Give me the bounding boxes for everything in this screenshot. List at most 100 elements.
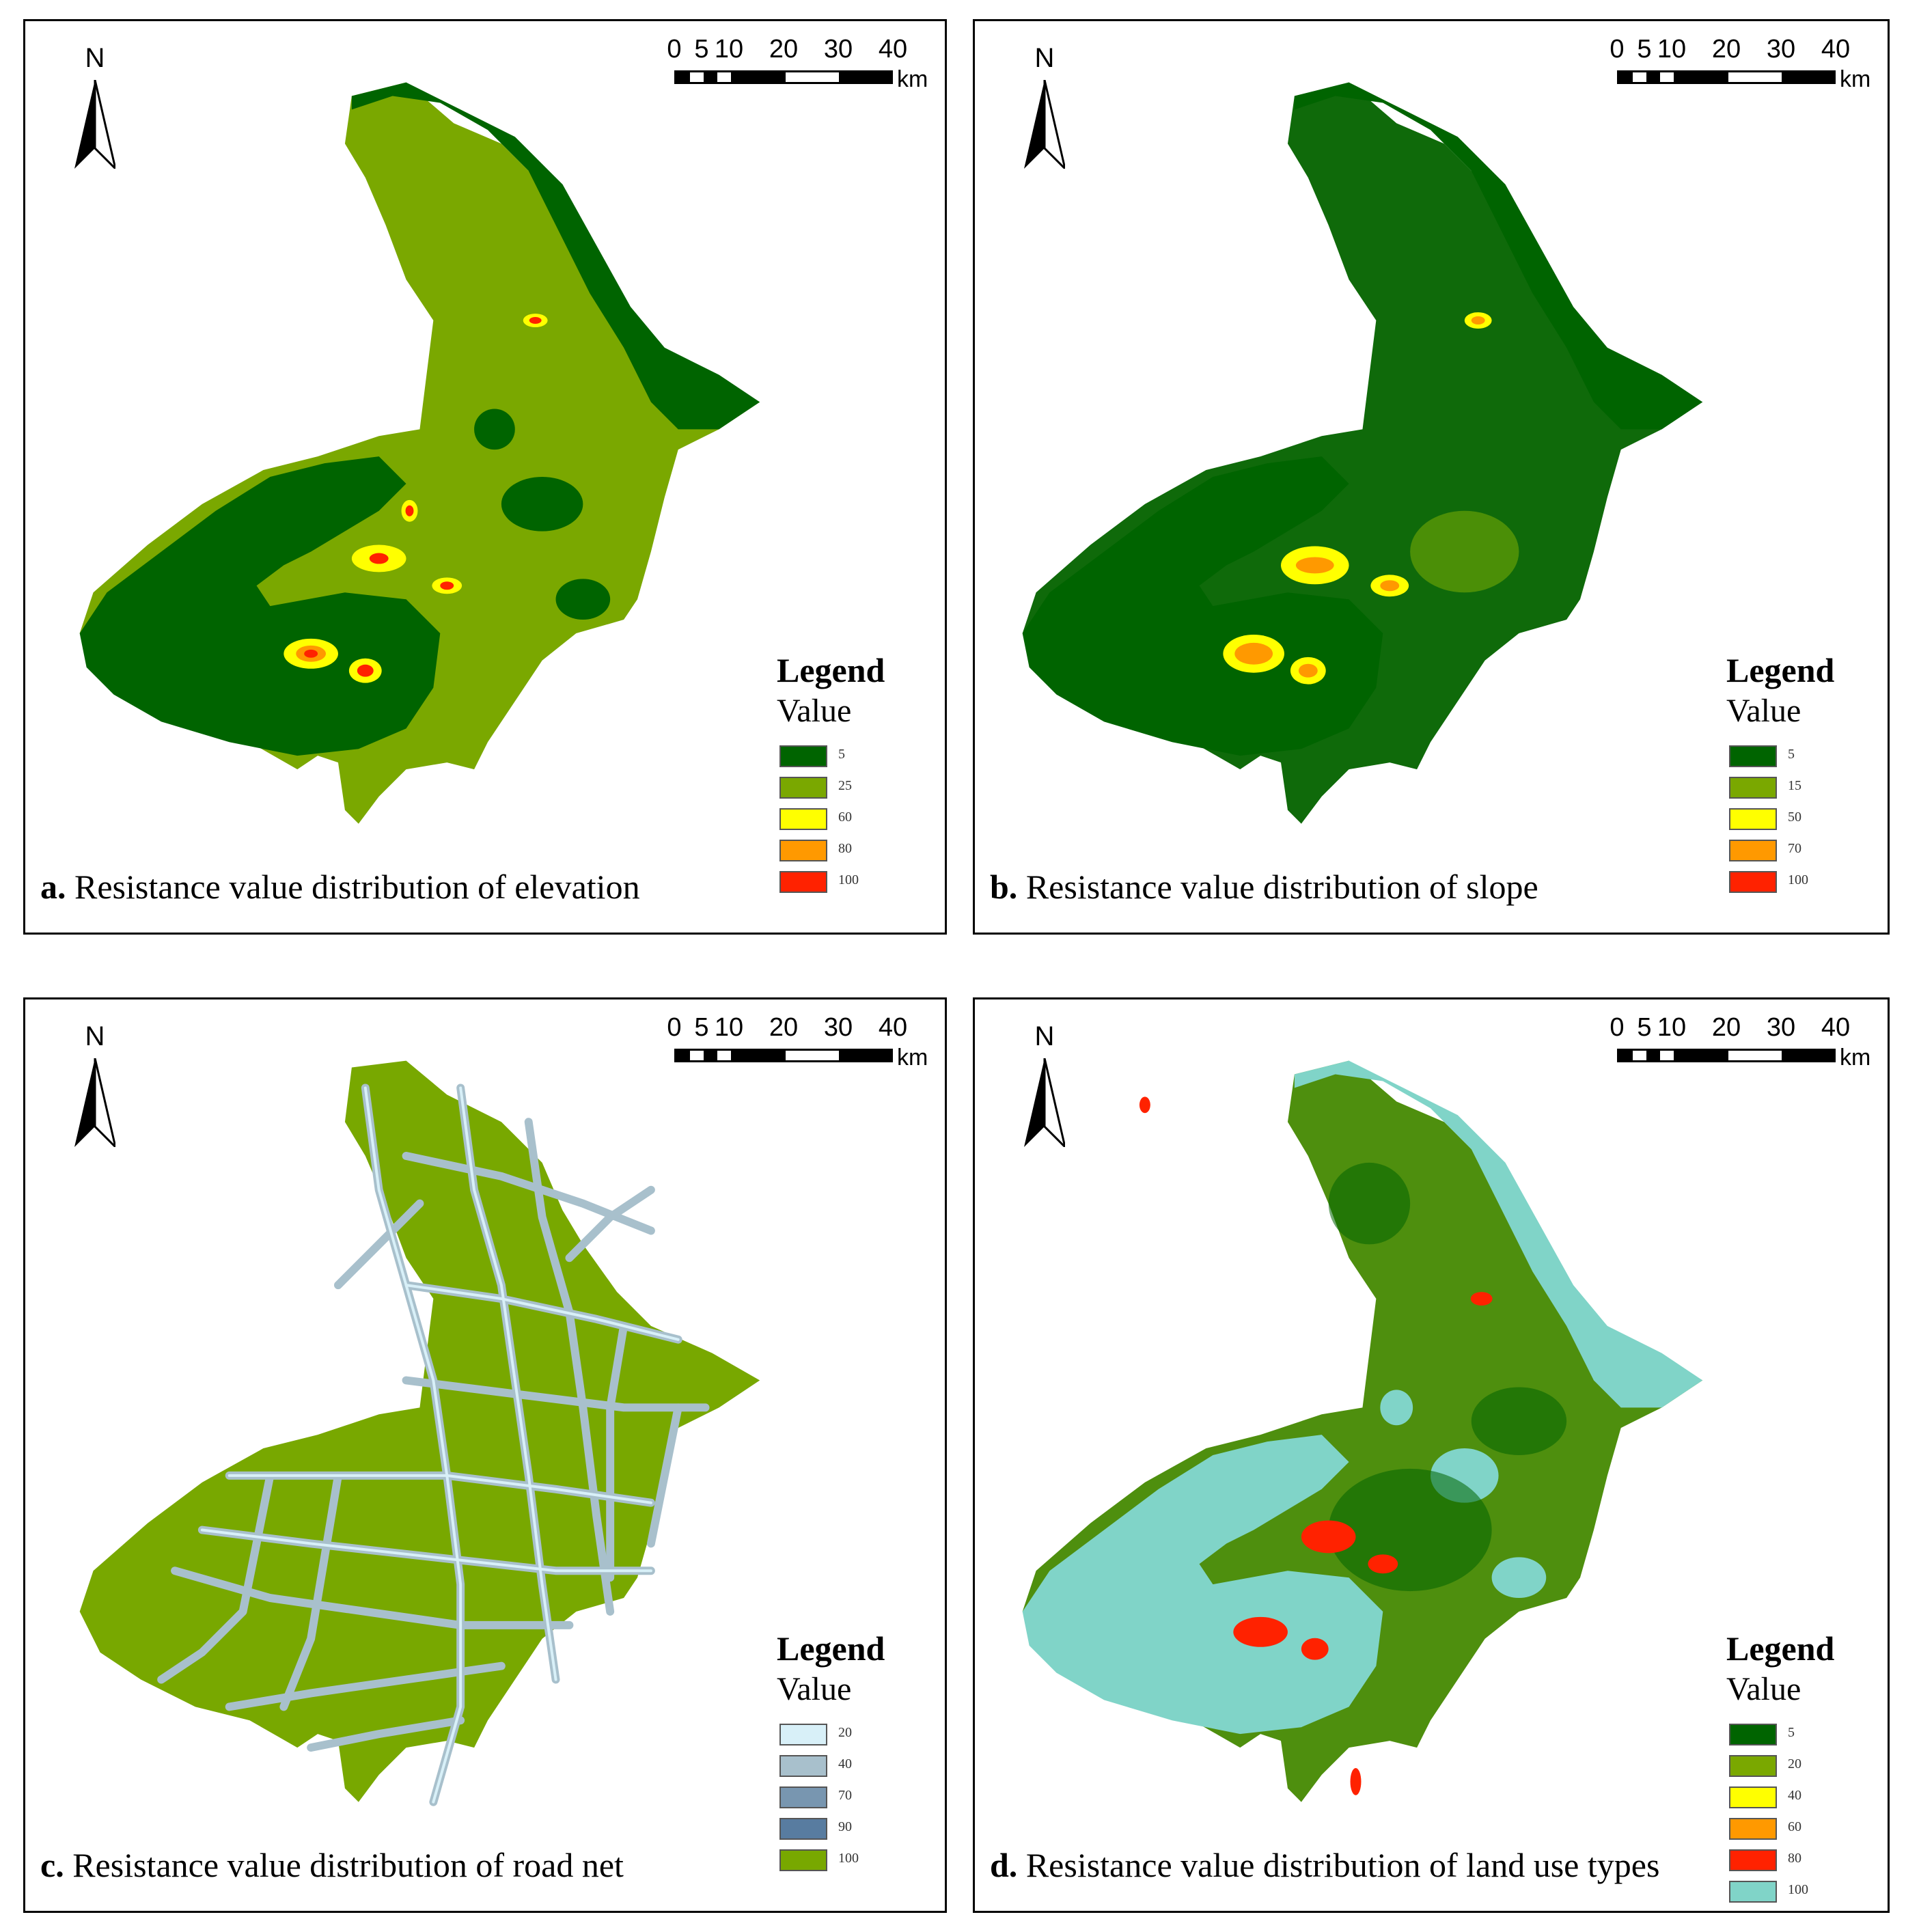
scale-bar: 0 5 10 20 30 40 km — [1603, 1013, 1883, 1088]
water-region — [1294, 1060, 1703, 1408]
legend-item: 15 — [1726, 773, 1883, 804]
north-label: N — [1034, 1021, 1055, 1051]
legend-label: 25 — [838, 778, 852, 793]
legend-swatch — [1729, 1881, 1777, 1903]
water-region — [1022, 1435, 1383, 1735]
legend-item: 70 — [777, 1782, 934, 1814]
scale-unit: km — [1840, 1045, 1871, 1071]
legend-item: 40 — [1726, 1782, 1883, 1814]
scale-bar: 0 5 10 20 30 40 km — [661, 35, 941, 110]
land-region — [79, 1060, 760, 1802]
legend-title: Legend — [777, 1629, 885, 1668]
scale-tick: 0 — [667, 35, 682, 64]
scale-tick: 0 — [1610, 1013, 1625, 1042]
caption-text: Resistance value distribution of road ne… — [72, 1846, 624, 1884]
legend-label: 90 — [838, 1819, 852, 1834]
water-region — [351, 82, 760, 430]
legend-label: 40 — [838, 1756, 852, 1771]
legend-label: 60 — [1788, 1819, 1801, 1834]
legend-swatch — [1729, 1724, 1777, 1745]
scale-tick: 20 — [769, 1013, 799, 1042]
legend-label: 5 — [1788, 1725, 1795, 1740]
legend-subtitle: Value — [1726, 693, 1801, 729]
water-region — [1294, 82, 1703, 430]
legend-label: 100 — [838, 1851, 859, 1866]
legend-label: 100 — [1788, 872, 1808, 887]
legend-label: 20 — [1788, 1756, 1801, 1771]
legend-items: 5 25 60 80 100 — [777, 741, 934, 898]
legend-swatch — [779, 1786, 827, 1808]
map-panel-elevation: N 0 5 10 20 30 40 km Legend Value — [23, 19, 947, 935]
legend-item: 80 — [777, 836, 934, 867]
water-region — [1380, 1390, 1413, 1426]
scale-tick: 40 — [878, 1013, 908, 1042]
scale-tick: 20 — [769, 35, 799, 64]
legend-item: 60 — [1726, 1814, 1883, 1845]
legend-subtitle: Value — [1726, 1671, 1801, 1707]
legend-swatch — [779, 1818, 827, 1840]
legend-item: 100 — [777, 1845, 934, 1877]
scale-tick: 30 — [1766, 1013, 1796, 1042]
caption-text: Resistance value distribution of slope — [1025, 868, 1538, 906]
water-region — [79, 456, 441, 756]
scale-tick: 0 — [1610, 35, 1625, 64]
scale-tick: 30 — [823, 35, 853, 64]
scale-tick: 10 — [1657, 35, 1687, 64]
water-region — [555, 579, 611, 620]
panel-caption: a. Resistance value distribution of elev… — [40, 867, 640, 907]
legend-item: 20 — [1726, 1751, 1883, 1782]
legend: Legend Value 20 40 70 90 100 — [777, 1628, 934, 1877]
panel-caption: c. Resistance value distribution of road… — [40, 1845, 624, 1885]
scale-bar: 0 5 10 20 30 40 km — [1603, 35, 1883, 110]
scale-tick: 10 — [714, 1013, 744, 1042]
legend-items: 5 15 50 70 100 — [1726, 741, 1883, 898]
legend-label: 15 — [1788, 778, 1801, 793]
legend-swatch — [779, 1724, 827, 1745]
scale-unit: km — [897, 66, 928, 92]
legend-swatch — [1729, 808, 1777, 830]
legend-label: 70 — [1788, 841, 1801, 856]
caption-letter: a. — [40, 868, 66, 906]
legend-title: Legend — [1726, 1629, 1835, 1668]
scale-tick: 30 — [1766, 35, 1796, 64]
legend-label: 60 — [838, 810, 852, 825]
legend-swatch — [1729, 1849, 1777, 1871]
legend-item: 20 — [777, 1720, 934, 1751]
north-arrow-icon: N — [1017, 43, 1072, 180]
scale-tick: 5 — [1637, 35, 1652, 64]
scale-tick: 5 — [694, 35, 709, 64]
legend-swatch — [779, 745, 827, 767]
legend-item: 5 — [1726, 1720, 1883, 1751]
north-label: N — [1034, 43, 1055, 73]
legend-items: 20 40 70 90 100 — [777, 1720, 934, 1877]
water-region — [1491, 1557, 1547, 1599]
legend-swatch — [1729, 1786, 1777, 1808]
legend-swatch — [1729, 1818, 1777, 1840]
legend-item: 90 — [777, 1814, 934, 1845]
legend-swatch — [1729, 1755, 1777, 1777]
legend-label: 70 — [838, 1788, 852, 1803]
scale-tick: 20 — [1711, 35, 1741, 64]
scale-unit: km — [1840, 66, 1871, 92]
legend-swatch — [1729, 871, 1777, 893]
legend-label: 5 — [838, 747, 845, 762]
legend: Legend Value 5 20 40 60 80 100 — [1726, 1628, 1883, 1908]
legend: Legend Value 5 25 60 80 100 — [777, 650, 934, 898]
elevation-map — [79, 82, 760, 824]
panel-caption: d. Resistance value distribution of land… — [990, 1845, 1659, 1885]
scale-tick: 10 — [714, 35, 744, 64]
caption-letter: b. — [990, 868, 1018, 906]
north-arrow-icon: N — [68, 1021, 122, 1158]
legend: Legend Value 5 15 50 70 100 — [1726, 650, 1883, 898]
legend-swatch — [779, 871, 827, 893]
legend-item: 40 — [777, 1751, 934, 1782]
legend-title: Legend — [777, 651, 885, 689]
north-label: N — [85, 43, 105, 73]
scale-tick: 5 — [1637, 1013, 1652, 1042]
legend-swatch — [779, 808, 827, 830]
scale-bar-graphic — [674, 70, 893, 84]
legend-subtitle: Value — [777, 693, 852, 729]
legend-swatch — [1729, 840, 1777, 861]
water-region — [501, 477, 583, 532]
legend-swatch — [1729, 745, 1777, 767]
